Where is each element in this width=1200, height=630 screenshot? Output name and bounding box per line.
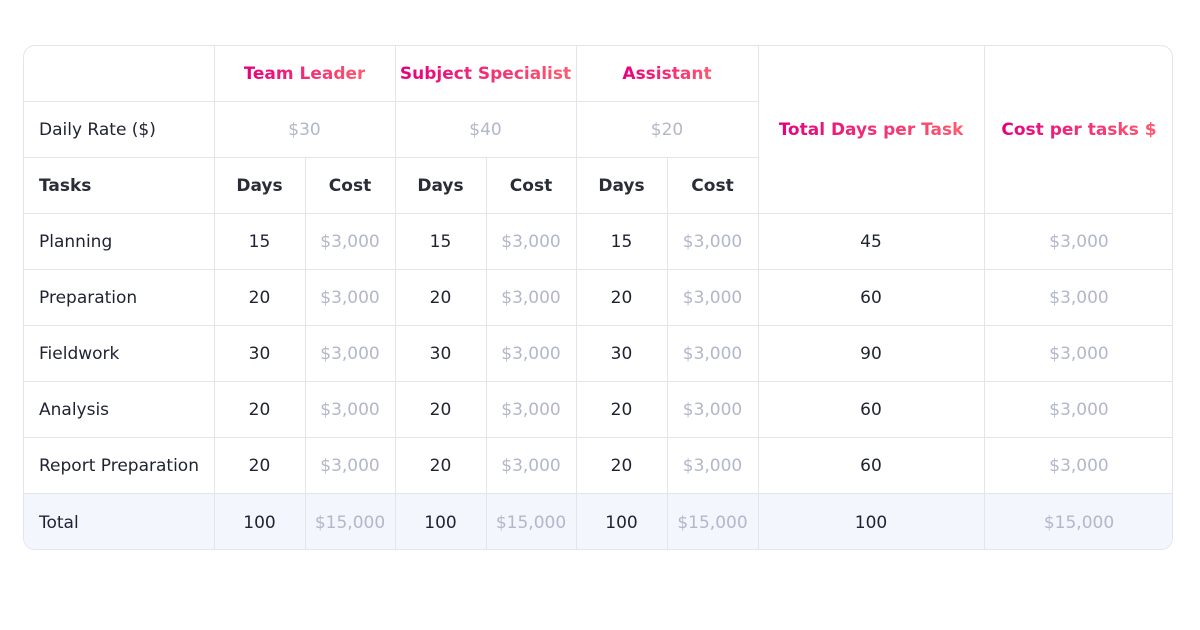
cost-value: $3,000 [501, 400, 561, 420]
total-cost-value: $15,000 [677, 512, 748, 533]
task-name: Report Preparation [39, 456, 199, 476]
total-days-value: 100 [605, 512, 638, 533]
days-value: 20 [610, 400, 633, 420]
cost-header: Cost [509, 176, 553, 196]
daily-rate-row [24, 102, 758, 158]
total-label: Total [39, 512, 79, 533]
days-value: 20 [429, 400, 452, 420]
total-cost-value: $15,000 [314, 512, 386, 533]
header-cost-per-task: Cost per tasks $ [1001, 120, 1157, 140]
cost-value: $3,000 [501, 456, 561, 476]
cost-value: $3,000 [320, 344, 380, 364]
cost-header: Cost [328, 176, 372, 196]
total-cost-value: $3,000 [1049, 456, 1109, 476]
column-divider [214, 46, 215, 549]
total-days-value: 60 [860, 288, 882, 308]
days-value: 30 [248, 344, 271, 364]
grand-total-cost: $15,000 [1043, 512, 1115, 533]
table-row [24, 382, 1172, 438]
cost-value: $3,000 [320, 400, 380, 420]
table-row [24, 326, 1172, 382]
total-cost-value: $3,000 [1049, 400, 1109, 420]
days-value: 15 [610, 232, 633, 252]
days-value: 30 [429, 344, 452, 364]
cost-header: Cost [691, 176, 734, 196]
task-name: Preparation [39, 288, 138, 308]
cost-value: $3,000 [501, 232, 561, 252]
task-name: Planning [39, 232, 113, 252]
column-divider [984, 46, 985, 549]
total-cost-value: $3,000 [1049, 232, 1109, 252]
cost-value: $3,000 [320, 232, 380, 252]
column-divider [576, 46, 577, 549]
header-total-days: Total Days per Task [778, 120, 964, 140]
days-header: Days [236, 176, 283, 196]
daily-rate-subject-specialist: $40 [469, 120, 502, 140]
cost-value: $3,000 [682, 400, 743, 420]
header-assistant: Assistant [622, 64, 712, 84]
total-row [24, 494, 1172, 549]
days-value: 20 [610, 288, 633, 308]
total-days-value: 100 [243, 512, 276, 533]
column-divider [758, 46, 759, 549]
header-subject-specialist: Subject Specialist [399, 64, 572, 84]
cost-value: $3,000 [682, 288, 743, 308]
budget-table: Team Leader Subject Specialist Assistant… [23, 45, 1173, 550]
cost-value: $3,000 [501, 288, 561, 308]
cost-value: $3,000 [501, 344, 561, 364]
days-value: 20 [429, 288, 452, 308]
cost-value: $3,000 [320, 456, 380, 476]
table-row [24, 438, 1172, 494]
days-value: 15 [248, 232, 271, 252]
tasks-header: Tasks [39, 176, 92, 196]
grand-total-days: 100 [854, 512, 888, 533]
header-team-leader: Team Leader [243, 64, 366, 84]
days-value: 20 [610, 456, 633, 476]
days-value: 20 [248, 400, 271, 420]
cost-value: $3,000 [682, 344, 743, 364]
subheader-row [24, 158, 1172, 214]
days-value: 20 [429, 456, 452, 476]
column-divider [667, 158, 668, 549]
total-cost-value: $3,000 [1049, 344, 1109, 364]
column-divider [305, 158, 306, 549]
cost-value: $3,000 [682, 232, 743, 252]
total-days-value: 100 [424, 512, 457, 533]
table-row [24, 270, 1172, 326]
role-header-row [24, 46, 758, 102]
days-value: 15 [429, 232, 452, 252]
total-days-value: 90 [860, 344, 882, 364]
daily-rate-label: Daily Rate ($) [39, 120, 156, 140]
table-row [24, 214, 1172, 270]
daily-rate-team-leader: $30 [288, 120, 321, 140]
cost-value: $3,000 [320, 288, 380, 308]
days-header: Days [598, 176, 645, 196]
daily-rate-assistant: $20 [650, 120, 684, 140]
total-cost-value: $3,000 [1049, 288, 1109, 308]
task-name: Fieldwork [39, 344, 120, 364]
days-value: 20 [248, 456, 271, 476]
days-value: 20 [248, 288, 271, 308]
cost-value: $3,000 [682, 456, 743, 476]
total-days-value: 45 [860, 232, 882, 252]
days-header: Days [417, 176, 464, 196]
task-name: Analysis [39, 400, 110, 420]
column-divider [395, 46, 396, 549]
column-divider [486, 158, 487, 549]
total-days-value: 60 [860, 456, 882, 476]
total-cost-value: $15,000 [495, 512, 567, 533]
days-value: 30 [610, 344, 633, 364]
total-days-value: 60 [860, 400, 882, 420]
